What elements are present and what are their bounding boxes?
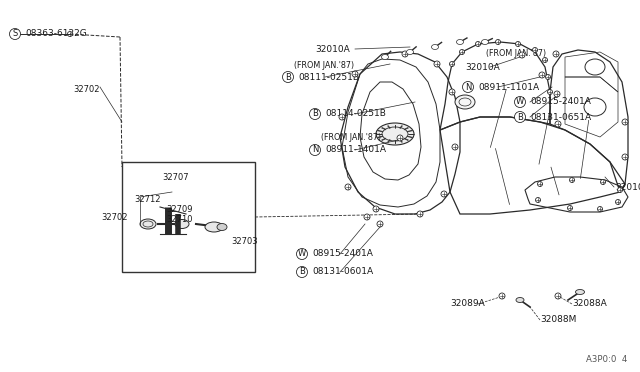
Text: 32088A: 32088A	[572, 299, 607, 308]
Circle shape	[377, 221, 383, 227]
Text: 32010: 32010	[615, 183, 640, 192]
Ellipse shape	[456, 39, 463, 45]
Circle shape	[598, 206, 602, 212]
Text: W: W	[298, 250, 306, 259]
Text: 08114-0251B: 08114-0251B	[325, 109, 386, 119]
Ellipse shape	[381, 55, 388, 60]
Text: 32702: 32702	[102, 212, 128, 221]
Circle shape	[543, 58, 547, 62]
Circle shape	[449, 61, 454, 67]
Text: 32709: 32709	[166, 205, 193, 214]
Text: (FROM JAN.'87): (FROM JAN.'87)	[294, 61, 354, 70]
Text: B: B	[312, 109, 318, 119]
Text: (FROM JAN.'87): (FROM JAN.'87)	[486, 49, 546, 58]
Circle shape	[339, 114, 345, 120]
Text: N: N	[465, 83, 471, 92]
Circle shape	[345, 184, 351, 190]
Text: 32712: 32712	[134, 196, 161, 205]
Text: 08131-0601A: 08131-0601A	[312, 267, 373, 276]
Circle shape	[402, 51, 408, 57]
Circle shape	[67, 32, 72, 36]
Circle shape	[536, 198, 541, 202]
Circle shape	[364, 214, 370, 220]
Text: B: B	[517, 112, 523, 122]
Text: 32710: 32710	[166, 215, 193, 224]
Circle shape	[616, 199, 621, 205]
Text: B: B	[299, 267, 305, 276]
Circle shape	[417, 211, 423, 217]
Circle shape	[499, 293, 505, 299]
Circle shape	[449, 89, 455, 95]
Text: 32703: 32703	[231, 237, 258, 247]
Circle shape	[441, 191, 447, 197]
Circle shape	[476, 42, 481, 46]
Ellipse shape	[376, 123, 414, 145]
Text: 32010A: 32010A	[465, 62, 500, 71]
Circle shape	[452, 144, 458, 150]
Circle shape	[600, 180, 605, 185]
Circle shape	[352, 71, 358, 77]
Ellipse shape	[481, 39, 488, 45]
FancyBboxPatch shape	[122, 162, 255, 272]
Ellipse shape	[217, 224, 227, 231]
Circle shape	[519, 52, 525, 58]
Text: 08111-0251B: 08111-0251B	[298, 73, 359, 81]
Circle shape	[554, 91, 560, 97]
Circle shape	[618, 187, 623, 192]
Text: A3P0:0  4: A3P0:0 4	[586, 356, 627, 365]
Circle shape	[547, 90, 552, 94]
Text: W: W	[516, 97, 524, 106]
Circle shape	[568, 205, 573, 211]
Circle shape	[553, 51, 559, 57]
Circle shape	[434, 61, 440, 67]
Circle shape	[538, 182, 543, 186]
Circle shape	[570, 177, 575, 183]
Ellipse shape	[575, 289, 584, 295]
Ellipse shape	[455, 95, 475, 109]
Circle shape	[373, 206, 379, 212]
Ellipse shape	[406, 49, 413, 55]
Text: 32010A: 32010A	[315, 45, 349, 54]
Text: 32707: 32707	[162, 173, 189, 182]
Text: 32702: 32702	[74, 84, 100, 93]
Circle shape	[545, 74, 550, 80]
Circle shape	[515, 42, 520, 46]
Text: 08131-0651A: 08131-0651A	[530, 112, 591, 122]
Ellipse shape	[140, 219, 156, 229]
Text: (FROM JAN.'87): (FROM JAN.'87)	[321, 134, 381, 142]
Circle shape	[532, 48, 538, 52]
Circle shape	[555, 121, 561, 127]
Ellipse shape	[516, 298, 524, 302]
Text: 08911-1101A: 08911-1101A	[478, 83, 539, 92]
Circle shape	[622, 154, 628, 160]
Text: B: B	[285, 73, 291, 81]
Ellipse shape	[205, 222, 223, 232]
Text: 32088M: 32088M	[540, 315, 577, 324]
Circle shape	[460, 49, 465, 55]
Circle shape	[397, 135, 403, 141]
Ellipse shape	[431, 45, 438, 49]
Circle shape	[539, 72, 545, 78]
Circle shape	[555, 293, 561, 299]
Circle shape	[495, 39, 500, 45]
Text: N: N	[312, 145, 318, 154]
Text: 08363-6122G: 08363-6122G	[25, 29, 87, 38]
Text: 08915-2401A: 08915-2401A	[530, 97, 591, 106]
Text: S: S	[12, 29, 18, 38]
Ellipse shape	[175, 219, 189, 228]
Circle shape	[622, 119, 628, 125]
Text: 08911-1401A: 08911-1401A	[325, 145, 386, 154]
Text: 32089A: 32089A	[450, 299, 484, 308]
Text: 08915-2401A: 08915-2401A	[312, 250, 373, 259]
